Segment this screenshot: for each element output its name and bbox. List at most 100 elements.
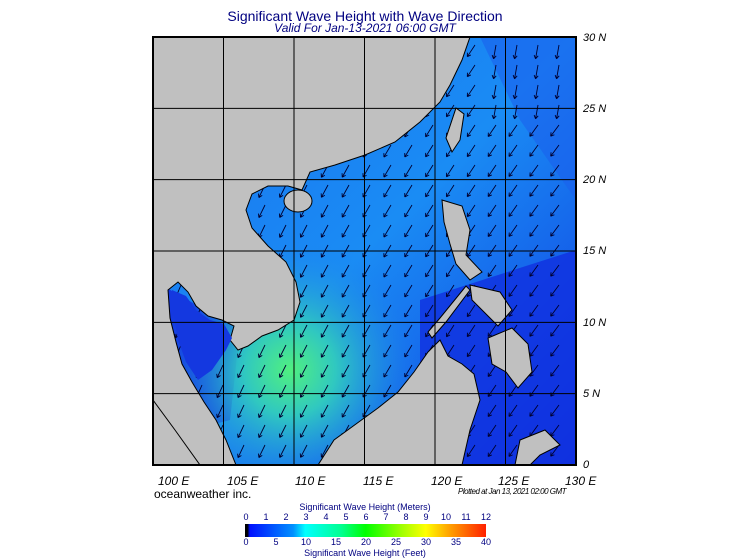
lat-label: 20 N xyxy=(583,174,607,186)
wave-arrow xyxy=(550,344,560,357)
gulf-of-thailand xyxy=(172,290,232,380)
wave-arrow xyxy=(320,184,329,198)
sulawesi xyxy=(514,429,561,465)
wave-arrow xyxy=(237,384,245,399)
wave-arrow xyxy=(425,264,434,278)
wave-arrow xyxy=(550,364,560,377)
wave-arrow xyxy=(425,164,434,178)
wave-arrow xyxy=(529,164,539,177)
wave-arrow xyxy=(258,424,266,438)
wave-arrow xyxy=(445,264,455,278)
palawan xyxy=(427,285,471,339)
wave-arrow xyxy=(529,204,539,217)
wave-arrow xyxy=(320,224,329,238)
feet-tick: 10 xyxy=(300,537,312,547)
wave-arrow xyxy=(404,144,413,158)
wave-arrow xyxy=(341,224,350,238)
wave-arrow xyxy=(404,284,413,298)
color-scale-bar xyxy=(245,524,486,537)
brand-label: oceanweather inc. xyxy=(154,487,252,501)
land xyxy=(153,37,561,465)
wave-arrow xyxy=(529,384,539,397)
wave-arrow xyxy=(508,224,518,237)
wave-arrow xyxy=(341,204,350,218)
wave-arrow xyxy=(258,364,266,378)
lat-lon-grid xyxy=(153,37,576,465)
wave-arrow xyxy=(425,204,434,218)
wave-arrow xyxy=(550,124,560,137)
wave-arrow xyxy=(529,304,539,317)
wave-arrow xyxy=(383,284,392,298)
wave-arrow xyxy=(404,344,413,358)
wave-arrow xyxy=(299,444,308,458)
lat-label: 30 N xyxy=(583,32,607,44)
wave-arrow xyxy=(491,64,497,80)
wave-arrow xyxy=(404,224,413,238)
wave-arrow xyxy=(508,164,518,177)
wave-arrow xyxy=(487,204,497,217)
wave-arrow xyxy=(216,384,224,399)
wave-arrow xyxy=(529,144,539,157)
wave-arrow xyxy=(425,184,434,198)
feet-tick: 35 xyxy=(450,537,462,547)
mindanao xyxy=(487,327,533,389)
meters-tick: 5 xyxy=(343,512,349,522)
wave-arrow xyxy=(491,104,497,120)
wave-arrow xyxy=(487,324,497,337)
map-frame xyxy=(152,36,577,466)
wave-arrow xyxy=(341,304,350,318)
wave-arrow xyxy=(258,384,266,398)
meters-tick: 8 xyxy=(403,512,409,522)
meters-tick: 2 xyxy=(283,512,289,522)
taiwan xyxy=(445,107,465,154)
wave-arrow xyxy=(320,404,329,418)
meters-tick: 4 xyxy=(323,512,329,522)
feet-tick: 0 xyxy=(243,537,249,547)
lat-label: 25 N xyxy=(583,103,607,115)
wave-arrow xyxy=(508,144,518,157)
wave-arrow xyxy=(508,204,518,217)
lon-label: 105 E xyxy=(227,474,259,488)
wave-arrow xyxy=(258,444,266,458)
wave-arrow xyxy=(216,404,224,419)
wave-arrow xyxy=(278,404,287,418)
wave-arrow xyxy=(258,404,266,418)
meters-tick: 10 xyxy=(440,512,452,522)
wave-arrow xyxy=(466,304,476,318)
wave-arrow xyxy=(341,324,350,338)
wave-arrow xyxy=(466,44,476,58)
wave-arrow xyxy=(487,224,497,237)
wave-arrow xyxy=(258,344,266,358)
wave-arrow xyxy=(512,104,518,120)
wave-arrow xyxy=(554,44,560,60)
wave-arrow xyxy=(299,344,308,358)
wave-arrow xyxy=(550,304,560,317)
meters-tick: 7 xyxy=(383,512,389,522)
wave-arrow xyxy=(512,84,518,100)
wave-arrow xyxy=(341,164,350,178)
wave-arrow xyxy=(237,444,245,459)
wave-arrow xyxy=(404,324,413,338)
lon-label: 110 E xyxy=(295,474,326,488)
wave-arrow xyxy=(278,424,287,438)
wave-arrow xyxy=(425,124,434,138)
wave-arrow xyxy=(466,344,476,358)
wave-arrow xyxy=(445,324,455,338)
hainan xyxy=(283,189,313,213)
wave-arrow xyxy=(445,184,455,198)
wave-arrow xyxy=(299,304,308,318)
wave-arrow xyxy=(487,404,497,417)
wave-arrow xyxy=(299,324,308,338)
wave-arrow xyxy=(491,84,497,100)
wave-arrow xyxy=(550,444,560,457)
borneo xyxy=(317,339,481,465)
wave-arrow xyxy=(466,164,476,178)
wave-arrow xyxy=(278,184,287,198)
wave-arrow xyxy=(487,144,497,157)
feet-tick: 25 xyxy=(390,537,402,547)
wave-arrow xyxy=(383,364,392,378)
wave-arrow xyxy=(320,264,329,278)
lon-label: 130 E xyxy=(565,474,597,488)
wave-arrow xyxy=(404,364,413,378)
wave-arrow xyxy=(404,164,413,178)
